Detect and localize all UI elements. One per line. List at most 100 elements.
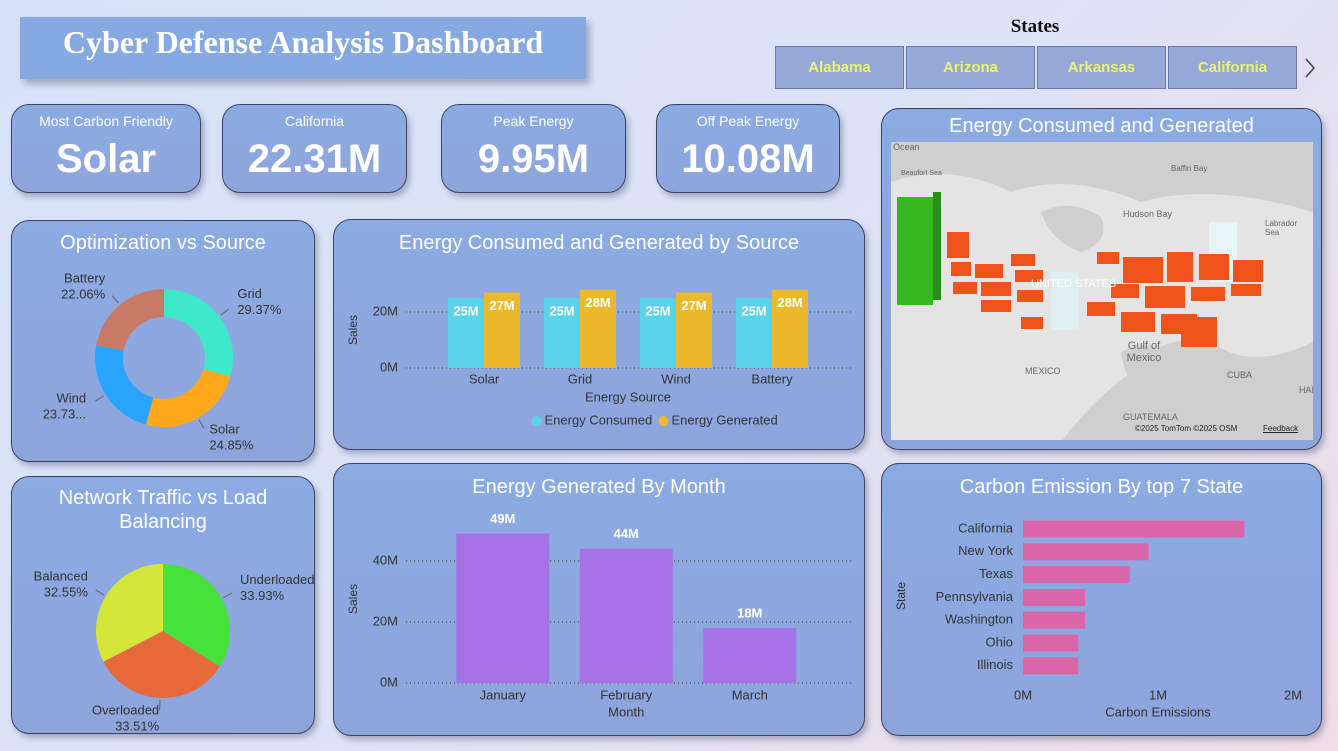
data-label: 25M	[645, 303, 670, 318]
slicer-title: States	[1010, 16, 1060, 37]
map-attribution: ©2025 TomTom ©2025 OSM	[1135, 424, 1238, 433]
slice-label: Battery	[64, 271, 106, 286]
slice	[96, 289, 164, 351]
bar	[580, 289, 616, 368]
data-label: 28M	[777, 295, 802, 310]
x-tick-label: Battery	[751, 371, 793, 386]
bar	[1023, 634, 1079, 652]
map-shapes	[891, 174, 1313, 440]
slice	[96, 564, 163, 662]
map-label: Ocean	[893, 142, 920, 152]
chart-title: Carbon Emission By top 7 State	[959, 476, 1244, 498]
chart-card: Carbon Emission By top 7 State 0M 1M 2M Cali…	[881, 463, 1322, 736]
data-label: 28M	[585, 295, 610, 310]
x-tick-label: 0M	[1014, 687, 1032, 702]
x-tick-label: Grid	[568, 371, 593, 386]
map-label: GUATEMALA	[1123, 412, 1178, 422]
x-axis-title: Carbon Emissions	[1105, 704, 1211, 719]
slice	[94, 345, 154, 425]
bar	[640, 298, 676, 368]
leader-line	[111, 295, 120, 304]
x-axis-title: Month	[608, 704, 644, 719]
bar	[544, 298, 580, 368]
y-axis-title: State	[894, 582, 908, 610]
y-tick-label: California	[958, 520, 1014, 535]
chart-title: Optimization vs Source	[60, 232, 266, 254]
x-tick-label: 1M	[1149, 687, 1167, 702]
chart: 0M 20M Solar 25M 27M Grid 25M 28M Wind 25M 27M Batt…	[346, 289, 851, 427]
chart-title: Energy Consumed and Generated by Source	[398, 232, 800, 254]
x-tick-label: Wind	[661, 371, 691, 386]
bar	[736, 298, 772, 368]
map-label: CUBA	[1227, 370, 1253, 380]
map-label: HAITI	[1299, 385, 1313, 395]
slicer-button[interactable]: Arizona	[906, 46, 1035, 89]
y-tick-label: 40M	[373, 552, 398, 567]
bar	[1023, 566, 1130, 584]
slicer-button[interactable]: Arkansas	[1037, 46, 1166, 89]
kpi-label: Most Carbon Friendly	[39, 113, 173, 129]
y-tick-label: Illinois	[977, 657, 1014, 672]
slice-value: 33.51%	[115, 718, 160, 733]
bar	[1023, 588, 1086, 606]
slicer-button[interactable]: Alabama	[775, 46, 904, 89]
slice-label: Overloaded	[92, 702, 159, 717]
leader-line	[223, 592, 233, 599]
data-label: 18M	[737, 606, 762, 621]
slicer-next[interactable]	[1302, 56, 1318, 80]
data-label: 25M	[453, 303, 478, 318]
y-tick-label: Ohio	[986, 634, 1013, 649]
bar	[1023, 520, 1245, 538]
y-tick-label: 20M	[373, 303, 398, 318]
slicer-button[interactable]: California	[1168, 46, 1297, 89]
data-label: 49M	[490, 511, 515, 526]
slice	[163, 564, 231, 667]
data-label: 27M	[489, 298, 514, 313]
data-label: 44M	[614, 526, 639, 541]
map-label: Labrador Sea	[1265, 219, 1298, 237]
data-label: 25M	[549, 303, 574, 318]
y-tick-label: Texas	[979, 566, 1013, 581]
slice	[145, 369, 231, 427]
kpi-card: Most Carbon Friendly Solar	[11, 104, 201, 193]
map-card: Energy Consumed and Generated Ocean Beau…	[881, 108, 1322, 450]
bar	[1023, 611, 1086, 629]
slice-value: 22.06%	[61, 287, 106, 302]
chart: 0M 1M 2M California New York Texas Pennsylvani…	[894, 520, 1302, 719]
y-axis-title: Sales	[346, 315, 360, 345]
kpi-label: California	[284, 113, 345, 129]
bar	[448, 298, 484, 368]
y-tick-label: 0M	[380, 674, 398, 689]
slice-value: 33.93%	[240, 588, 285, 603]
map-title: Energy Consumed and Generated	[949, 115, 1254, 137]
bar	[579, 548, 673, 683]
chart-title: Energy Generated By Month	[472, 476, 726, 498]
x-tick-label: 2M	[1284, 687, 1302, 702]
kpi-card: Off Peak Energy 10.08M	[656, 104, 840, 193]
kpi-card: Peak Energy 9.95M	[441, 104, 626, 193]
kpi-label: Off Peak Energy	[696, 113, 800, 129]
map-label: Baffin Bay	[1171, 164, 1208, 173]
legend-label: Energy Generated	[672, 412, 778, 427]
slice-value: 32.55%	[44, 585, 89, 600]
kpi-label: Peak Energy	[493, 113, 574, 129]
bar	[1023, 657, 1079, 675]
chart-title: Network Traffic vs Load Balancing	[58, 487, 268, 533]
slice-label: Grid	[237, 286, 262, 301]
slice-label: Balanced	[34, 569, 88, 584]
data-label: 27M	[681, 298, 706, 313]
leader-line	[95, 589, 105, 596]
chart-card: Network Traffic vs Load Balancing Underlo…	[11, 476, 315, 734]
bar	[1023, 543, 1149, 561]
chart-card: Energy Consumed and Generated by Source 0…	[333, 219, 865, 450]
map-feedback[interactable]: Feedback	[1263, 424, 1299, 433]
map-label: Gulf of Mexico	[1126, 340, 1162, 364]
map: Ocean Beaufort Sea Baffin Bay Hudson Bay…	[891, 142, 1313, 440]
y-tick-label: Washington	[945, 612, 1013, 627]
slice-value: 29.37%	[237, 302, 282, 317]
map-label: Beaufort Sea	[901, 170, 942, 177]
bar	[703, 628, 797, 683]
